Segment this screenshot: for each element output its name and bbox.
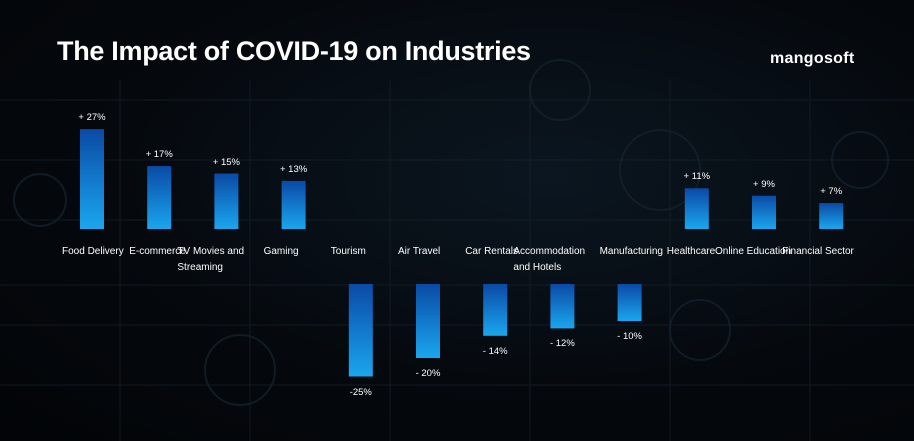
bar xyxy=(752,195,776,229)
category-label: E-commerce xyxy=(129,246,186,257)
value-label: - 10% xyxy=(617,331,642,342)
bar xyxy=(147,166,172,229)
bar xyxy=(550,284,575,329)
value-label: + 13% xyxy=(279,163,308,175)
category-label: Healthcare xyxy=(666,246,716,257)
category-label: Air Travel xyxy=(398,246,441,257)
bar xyxy=(214,173,239,229)
value-label: + 9% xyxy=(753,178,775,190)
value-label: + 17% xyxy=(145,149,173,161)
bar xyxy=(483,284,508,336)
background-grid xyxy=(0,80,914,441)
value-label: - 20% xyxy=(415,368,441,379)
category-label: TV Movies and Streaming xyxy=(177,246,245,273)
value-label: - 14% xyxy=(482,345,508,357)
bar xyxy=(348,284,373,377)
value-label: + 15% xyxy=(212,156,240,168)
category-label: Car Rentals xyxy=(465,246,518,257)
bar xyxy=(617,284,642,321)
value-label: + 27% xyxy=(78,112,106,124)
virus-decoration xyxy=(13,59,889,406)
category-label: Manufacturing xyxy=(599,246,663,257)
category-label: Food Delivery xyxy=(62,246,124,257)
bar xyxy=(416,284,440,358)
chart-title: The Impact of COVID-19 on Industries xyxy=(57,36,531,66)
bar xyxy=(80,129,104,229)
bar xyxy=(281,180,306,229)
value-label: + 7% xyxy=(820,186,843,198)
bar xyxy=(684,188,709,229)
logo: mangosoft xyxy=(770,50,855,67)
category-label: Online Education xyxy=(715,246,792,257)
category-label: Tourism xyxy=(330,246,366,257)
value-label: - 12% xyxy=(549,338,575,350)
category-label: Financial Sector xyxy=(782,246,854,257)
category-label: Gaming xyxy=(263,246,299,257)
bar xyxy=(819,203,844,229)
value-label: -25% xyxy=(349,386,372,398)
category-label: Accommodation and Hotels xyxy=(513,246,586,273)
value-label: + 11% xyxy=(683,171,711,183)
